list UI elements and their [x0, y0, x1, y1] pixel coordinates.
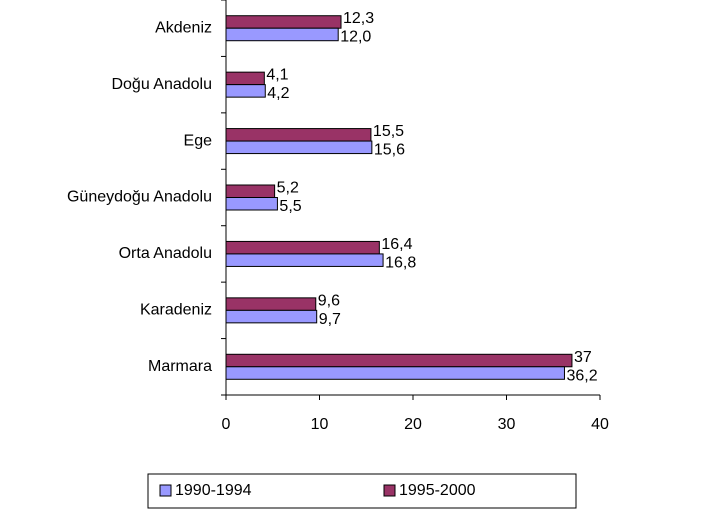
value-label: 15,6	[374, 142, 405, 159]
y-tick-label: Akdeniz	[155, 19, 212, 36]
bar	[225, 353, 573, 368]
bar	[225, 240, 380, 255]
x-tick-label: 0	[222, 416, 231, 433]
value-label: 5,5	[279, 198, 301, 215]
value-label: 15,5	[373, 123, 404, 140]
legend-swatch	[383, 484, 396, 497]
y-tick-label: Güneydoğu Anadolu	[67, 189, 212, 206]
value-label: 12,3	[343, 10, 374, 27]
x-tick-label: 20	[404, 416, 422, 433]
legend-swatch	[159, 484, 172, 497]
y-tick-label: Ege	[184, 132, 213, 149]
bar	[225, 184, 276, 198]
bar	[225, 297, 317, 311]
legend-box	[147, 473, 577, 509]
y-tick-label: Doğu Anadolu	[111, 76, 212, 93]
bar	[225, 366, 565, 380]
value-label: 4,2	[267, 85, 289, 102]
bar	[225, 71, 265, 86]
value-label: 37	[574, 349, 592, 366]
bar	[225, 84, 266, 98]
legend-label: 1990-1994	[175, 482, 252, 499]
value-label: 16,8	[385, 254, 416, 271]
value-label: 5,2	[277, 179, 299, 196]
bar	[225, 140, 373, 155]
bar	[225, 309, 318, 324]
value-label: 9,6	[318, 292, 340, 309]
x-tick-label: 40	[591, 416, 609, 433]
y-tick-label: Marmara	[148, 358, 212, 375]
y-tick-label: Orta Anadolu	[119, 245, 212, 262]
bar	[225, 27, 339, 42]
x-tick-label: 30	[498, 416, 516, 433]
bar	[225, 197, 278, 211]
bar	[225, 15, 342, 29]
x-tick-label: 10	[311, 416, 329, 433]
value-label: 4,1	[266, 67, 288, 84]
value-label: 12,0	[340, 29, 371, 46]
bar	[225, 253, 384, 267]
legend-label: 1995-2000	[399, 482, 476, 499]
y-tick-label: Karadeniz	[140, 302, 212, 319]
value-label: 16,4	[381, 236, 412, 253]
value-label: 36,2	[566, 367, 597, 384]
value-label: 9,7	[319, 311, 341, 328]
bar	[225, 128, 372, 142]
